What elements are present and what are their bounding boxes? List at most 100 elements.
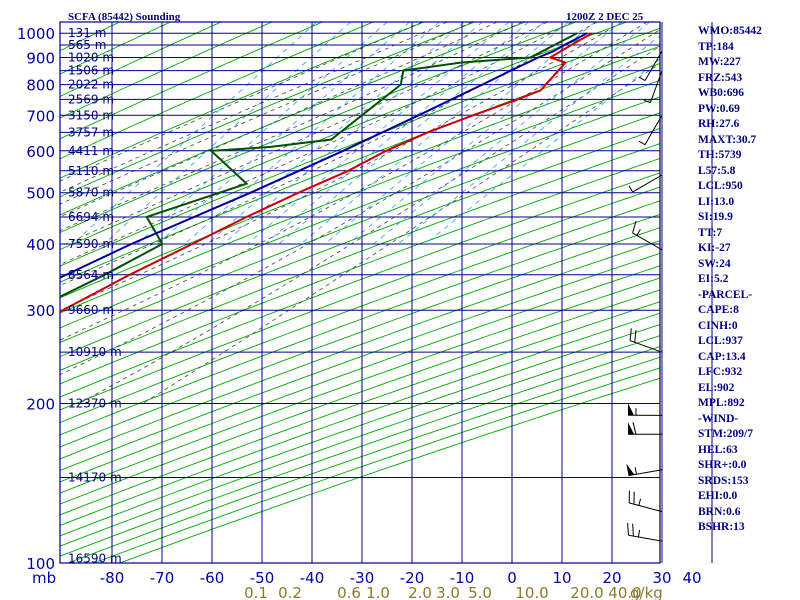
dry-adiabat <box>60 200 660 424</box>
mixing-ratio-line <box>300 22 569 245</box>
moist-adiabat <box>78 45 660 404</box>
mixing-ratio-tick-label: 40.0 <box>608 584 641 600</box>
mixing-ratio-tick-label: 2.0 <box>408 584 432 600</box>
wind-barb-staff <box>628 534 663 542</box>
dry-adiabat <box>60 213 660 436</box>
index-row: LCL:950 <box>698 180 743 192</box>
index-row: LI:13.0 <box>698 195 735 208</box>
dry-adiabat <box>60 79 660 314</box>
dry-adiabat <box>60 22 526 216</box>
height-label: 12370 m <box>68 397 122 411</box>
pressure-tick-label: 700 <box>26 107 55 125</box>
index-row: SI:19.9 <box>698 211 733 223</box>
pressure-tick-label: 400 <box>26 236 55 254</box>
dry-adiabat <box>60 301 660 516</box>
height-label: 565 m <box>68 38 106 52</box>
wind-barb <box>629 328 663 353</box>
index-row: PW:0.69 <box>698 102 740 115</box>
index-row: -WIND- <box>698 412 739 425</box>
moist-adiabat <box>60 29 660 376</box>
wind-barb <box>628 174 663 193</box>
temperature-tick-label: -10 <box>450 569 475 587</box>
wind-barb-half-feather <box>638 498 642 506</box>
dry-adiabat <box>60 22 272 119</box>
valid-time: 1200Z 2 DEC 25 <box>566 11 644 23</box>
height-label: 131 m <box>68 26 106 40</box>
height-label: 5110 m <box>68 164 114 178</box>
temperature-tick-label: -60 <box>200 569 225 587</box>
wind-barb-staff <box>649 70 663 103</box>
index-row: LFC:932 <box>698 366 743 378</box>
dry-adiabat <box>60 312 660 526</box>
wind-barb <box>627 422 663 435</box>
plot-border <box>59 21 661 564</box>
mixing-ratio-tick-label: 0.6 <box>337 584 361 600</box>
wind-barb <box>627 522 663 542</box>
temperature-tick-label: -40 <box>300 569 325 587</box>
wind-barb-staff <box>632 232 663 251</box>
dry-adiabat <box>60 45 660 283</box>
index-row: BSHR:13 <box>698 521 745 533</box>
dry-adiabat <box>60 143 660 371</box>
height-label: 8564 m <box>68 268 114 282</box>
index-row: RH:27.6 <box>698 118 740 130</box>
dry-adiabat <box>60 227 660 448</box>
pressure-tick-label: 500 <box>26 185 55 203</box>
dry-adiabat <box>60 22 627 251</box>
pressure-axis-label: mb <box>32 569 56 587</box>
wind-barb-staff <box>632 174 663 193</box>
moist-adiabat <box>60 22 548 247</box>
wind-barb-staff <box>629 502 663 513</box>
height-label: 2022 m <box>68 78 114 92</box>
temperature-tick-label: -50 <box>250 569 275 587</box>
temperature-tick-label: -70 <box>150 569 175 587</box>
wind-barb <box>632 220 663 251</box>
index-row: MW:227 <box>698 56 741 68</box>
index-row: LCL:937 <box>698 335 743 347</box>
pressure-tick-label: 600 <box>26 143 55 161</box>
wind-barb <box>626 463 663 477</box>
wind-barb <box>638 115 663 146</box>
index-row: BRN:0.6 <box>698 505 741 518</box>
mixing-ratio-line <box>136 22 388 245</box>
moist-adiabat <box>60 22 573 265</box>
mixing-ratio-line <box>264 22 529 245</box>
index-row: HEL:63 <box>698 443 738 456</box>
height-label: 7590 m <box>68 237 114 251</box>
index-row: TT:7 <box>698 226 723 239</box>
pressure-tick-label: 100 <box>26 555 55 573</box>
mixing-ratio-tick-label: 20.0 <box>570 584 603 600</box>
height-label: 5870 m <box>68 186 114 200</box>
dry-adiabat <box>60 127 660 358</box>
pressure-tick-label: 200 <box>26 396 55 414</box>
moist-adiabat <box>142 62 660 404</box>
dry-adiabat <box>60 22 577 233</box>
dry-adiabat <box>60 112 660 343</box>
mixing-ratio-line <box>206 22 465 245</box>
index-row: TP:184 <box>698 40 734 53</box>
mixing-ratio-line <box>347 22 622 245</box>
wind-barb-half-feather <box>634 467 637 475</box>
chart-title: SCFA (85442) Sounding <box>68 11 181 23</box>
wind-barb-flag <box>628 403 634 416</box>
index-row: CAPE:8 <box>698 304 739 316</box>
wind-barb <box>638 50 663 82</box>
height-label: 10910 m <box>68 345 122 359</box>
mixing-ratio-line <box>278 22 545 245</box>
wind-barb-flag <box>626 463 635 476</box>
mixing-ratio-tick-label: 3.0 <box>436 584 460 600</box>
dry-adiabat <box>60 22 374 160</box>
dry-adiabat <box>60 22 323 140</box>
pressure-tick-label: 300 <box>26 302 55 320</box>
mixing-ratio-line <box>397 35 660 245</box>
dry-adiabat <box>60 240 660 460</box>
mixing-ratio-unit: g/kg <box>630 584 663 600</box>
mixing-ratio-line <box>157 22 410 245</box>
wind-barb-feather <box>632 523 634 537</box>
wind-barb <box>628 490 663 513</box>
wind-barb-flag <box>628 422 634 435</box>
mixing-ratio-tick-label: 5.0 <box>468 584 492 600</box>
wind-barb <box>627 403 663 416</box>
wind-barb-feather <box>632 422 637 435</box>
mixing-ratio-line <box>223 22 483 245</box>
